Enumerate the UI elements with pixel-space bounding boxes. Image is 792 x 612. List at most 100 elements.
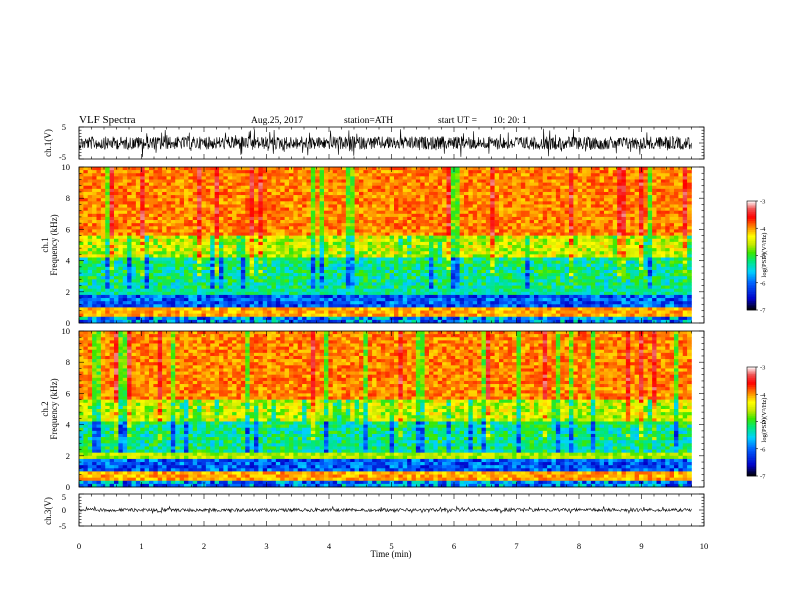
colorbar-tick-label: -7 bbox=[760, 308, 766, 315]
x-tick-label: 2 bbox=[202, 541, 206, 551]
ch2-spec-ylabel-line2: Frequency (kHz) bbox=[49, 378, 59, 439]
colorbar-segment bbox=[747, 390, 756, 393]
x-axis-ticklabels: 0 1 2 3 4 5 6 7 8 9 10 bbox=[77, 541, 708, 551]
colorbar-segment bbox=[747, 220, 756, 224]
colorbar-segment bbox=[747, 466, 756, 470]
colorbar-segment bbox=[747, 401, 756, 404]
colorbar-segment bbox=[747, 226, 756, 229]
colorbar-segment bbox=[747, 474, 756, 477]
colorbar-segment bbox=[747, 452, 756, 455]
colorbar-segment bbox=[747, 250, 756, 253]
spec-ytick-label: 4 bbox=[66, 420, 71, 430]
colorbar-segment bbox=[747, 279, 756, 282]
colorbar-segment bbox=[747, 277, 756, 280]
colorbar-segment bbox=[747, 286, 756, 289]
spec-ytick-label: 8 bbox=[66, 357, 70, 367]
colorbar-segment bbox=[747, 448, 756, 451]
colorbar-segment bbox=[747, 280, 756, 284]
colorbar-segment bbox=[747, 291, 756, 294]
ch2-spec-yticklabels: 0 2 4 6 8 10 bbox=[62, 326, 71, 492]
colorbar-segment bbox=[747, 443, 756, 446]
date-label: Aug.25, 2017 bbox=[251, 116, 303, 126]
spec-ytick-label: 6 bbox=[66, 388, 70, 398]
colorbar-segment bbox=[747, 405, 756, 408]
colorbar-tick-label: -7 bbox=[760, 474, 766, 481]
figure-title: VLF Spectra bbox=[79, 114, 136, 126]
colorbar-segment bbox=[747, 210, 756, 213]
colorbar-segment bbox=[747, 457, 756, 460]
colorbar-segment bbox=[747, 414, 756, 417]
colorbar-segment bbox=[747, 270, 756, 273]
ch1-ytick-top: 5 bbox=[62, 122, 66, 132]
colorbar-segment bbox=[747, 206, 756, 209]
colorbar-segment bbox=[747, 260, 756, 264]
ch3-waveform-ticks bbox=[78, 493, 705, 527]
start-ut-value: 10: 20: 1 bbox=[493, 116, 527, 126]
ch1-waveform-panel: 5 -5 ch.1(V) bbox=[43, 122, 705, 162]
colorbar-segment bbox=[747, 368, 756, 371]
ch1-spec-ylabel-line1: ch.1 bbox=[40, 237, 50, 252]
spec-ytick-label: 8 bbox=[66, 193, 70, 203]
spec-ytick-label: 0 bbox=[66, 482, 70, 492]
ch3-waveform-trace bbox=[78, 505, 692, 515]
colorbar-segment bbox=[747, 251, 756, 254]
colorbar-segment bbox=[747, 240, 756, 244]
colorbar-segment bbox=[747, 388, 756, 391]
colorbar-segment bbox=[747, 211, 756, 215]
colorbar-segment bbox=[747, 392, 756, 395]
colorbar-segment bbox=[747, 293, 756, 296]
colorbar-segment bbox=[747, 406, 756, 410]
ch1-spectrogram-ticks bbox=[78, 166, 705, 324]
x-tick-label: 7 bbox=[514, 541, 518, 551]
x-tick-label: 1 bbox=[139, 541, 143, 551]
colorbar-tick-label: -6 bbox=[760, 446, 766, 453]
colorbar-segment bbox=[747, 239, 756, 242]
colorbar-segment bbox=[747, 379, 756, 382]
colorbar-segment bbox=[747, 246, 756, 249]
colorbar-segment bbox=[747, 204, 756, 207]
ch3-ytick-bottom: -5 bbox=[59, 521, 66, 531]
ch2-colorbar-label: log(PSD)(V²/Hz) bbox=[761, 398, 768, 443]
colorbar-segment bbox=[747, 273, 756, 276]
colorbar-segment bbox=[747, 408, 756, 411]
colorbar-segment bbox=[747, 259, 756, 262]
colorbar-segment bbox=[747, 297, 756, 300]
colorbar-segment bbox=[747, 428, 756, 431]
colorbar-segment bbox=[747, 231, 756, 234]
colorbar-segment bbox=[747, 396, 756, 399]
colorbar-tick-label: -3 bbox=[760, 365, 765, 372]
colorbar-segment bbox=[747, 416, 756, 419]
colorbar-tick-label: -5 bbox=[760, 419, 765, 426]
spec-ytick-label: 2 bbox=[66, 287, 70, 297]
colorbar-segment bbox=[747, 266, 756, 269]
spec-ytick-label: 10 bbox=[62, 162, 71, 172]
colorbar-segment bbox=[747, 439, 756, 442]
colorbar-segment bbox=[747, 465, 756, 468]
ch1-spec-ylabel-line2: Frequency (kHz) bbox=[49, 214, 59, 275]
colorbar-segment bbox=[747, 217, 756, 220]
colorbar-segment bbox=[747, 399, 756, 402]
x-tick-label: 5 bbox=[389, 541, 393, 551]
spec-ytick-label: 4 bbox=[66, 256, 71, 266]
colorbar-tick-label: -3 bbox=[760, 199, 765, 206]
colorbar-segment bbox=[747, 412, 756, 415]
colorbar-segment bbox=[747, 282, 756, 285]
colorbar-segment bbox=[747, 397, 756, 400]
x-tick-label: 4 bbox=[327, 541, 332, 551]
colorbar-segment bbox=[747, 386, 756, 390]
colorbar-segment bbox=[747, 222, 756, 225]
colorbar-segment bbox=[747, 459, 756, 462]
colorbar-segment bbox=[747, 268, 756, 271]
colorbar-segment bbox=[747, 383, 756, 386]
x-tick-label: 3 bbox=[264, 541, 268, 551]
colorbar-segment bbox=[747, 257, 756, 260]
ch3-ytick-top: 5 bbox=[62, 492, 66, 502]
colorbar-segment bbox=[747, 215, 756, 218]
ch1-waveform-trace bbox=[78, 128, 692, 158]
x-tick-label: 8 bbox=[577, 541, 581, 551]
colorbar-segment bbox=[747, 201, 756, 204]
spec-ytick-label: 2 bbox=[66, 451, 70, 461]
spec-ytick-label: 10 bbox=[62, 326, 71, 336]
